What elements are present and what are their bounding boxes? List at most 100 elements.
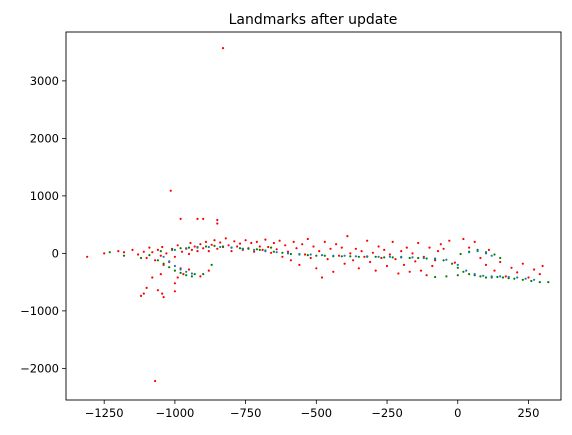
data-point	[352, 259, 355, 262]
data-point	[255, 248, 258, 251]
data-point	[434, 275, 437, 279]
data-point	[193, 245, 196, 248]
data-point	[402, 263, 406, 266]
data-point	[371, 251, 374, 254]
data-point	[301, 243, 304, 246]
data-point	[465, 269, 468, 272]
data-point	[473, 240, 476, 243]
data-point	[219, 245, 222, 249]
data-point	[493, 269, 496, 272]
data-point	[236, 245, 239, 248]
data-point	[122, 251, 126, 254]
data-point	[380, 256, 383, 260]
data-point	[173, 282, 176, 285]
data-point	[405, 246, 408, 249]
data-point	[414, 260, 417, 263]
data-point	[230, 246, 233, 249]
data-point	[332, 270, 335, 273]
y-tick-label: 0	[52, 246, 59, 260]
data-point	[289, 252, 292, 256]
data-point	[162, 296, 165, 299]
data-point	[156, 259, 159, 262]
data-point	[354, 255, 357, 258]
data-point	[369, 260, 372, 264]
data-point	[493, 253, 496, 256]
data-point	[159, 254, 162, 257]
data-point	[131, 248, 134, 251]
data-point	[139, 256, 143, 260]
data-point	[349, 255, 352, 258]
data-point	[278, 239, 281, 242]
y-axis: −2000 −1000 0 1000 2000 3000	[20, 74, 66, 375]
data-point	[173, 290, 176, 293]
data-point	[484, 252, 488, 255]
data-point	[161, 292, 164, 295]
data-point	[377, 245, 380, 248]
x-tick-label: −750	[230, 406, 262, 420]
data-point	[187, 252, 191, 256]
plot-frame	[65, 31, 562, 401]
data-point	[431, 264, 434, 268]
data-point	[377, 255, 380, 258]
data-point	[168, 266, 171, 269]
data-point	[456, 274, 459, 277]
x-tick-label: −1000	[155, 406, 194, 420]
data-point	[151, 251, 154, 254]
data-point	[323, 240, 326, 243]
data-point	[196, 246, 199, 249]
data-point	[295, 247, 298, 250]
data-point	[173, 269, 176, 272]
data-point	[487, 248, 490, 251]
data-point	[547, 281, 550, 284]
data-point	[315, 267, 318, 270]
data-point	[476, 250, 479, 253]
data-point	[168, 260, 171, 263]
data-point	[456, 263, 459, 266]
x-axis: −1250 −1000 −750 −500 −250 0 250	[85, 400, 539, 420]
data-point	[190, 248, 193, 251]
data-point	[484, 263, 488, 266]
data-point	[448, 239, 451, 242]
data-point	[400, 255, 403, 258]
data-point	[159, 250, 162, 253]
data-point	[422, 256, 425, 260]
data-point	[436, 250, 440, 253]
data-point	[428, 246, 431, 249]
data-point	[154, 259, 157, 262]
data-point	[210, 243, 213, 246]
data-point	[442, 247, 445, 250]
data-point	[354, 247, 357, 250]
data-point	[204, 240, 208, 243]
data-point	[156, 289, 159, 292]
data-point	[383, 248, 386, 251]
data-point	[199, 275, 202, 278]
data-point	[357, 255, 360, 258]
data-point	[391, 240, 394, 243]
data-point	[270, 246, 273, 249]
data-point	[306, 254, 309, 257]
data-point	[411, 256, 414, 259]
data-point	[499, 256, 502, 260]
data-point	[468, 273, 471, 276]
data-point	[320, 276, 324, 279]
data-point	[337, 254, 341, 257]
data-point	[233, 240, 236, 243]
data-point	[453, 261, 456, 264]
data-point	[309, 256, 312, 260]
data-point	[360, 250, 363, 253]
x-tick-label: 0	[454, 406, 461, 420]
y-tick-label: 2000	[30, 131, 59, 145]
data-point	[185, 274, 188, 277]
data-point	[196, 250, 199, 253]
data-point	[247, 247, 250, 250]
data-point	[159, 273, 162, 276]
data-point	[349, 252, 352, 255]
data-point	[499, 260, 502, 264]
data-point	[527, 276, 530, 279]
data-point	[397, 272, 400, 275]
data-point	[343, 254, 346, 257]
data-point	[501, 276, 505, 279]
data-point	[363, 255, 366, 258]
data-point	[185, 247, 188, 250]
